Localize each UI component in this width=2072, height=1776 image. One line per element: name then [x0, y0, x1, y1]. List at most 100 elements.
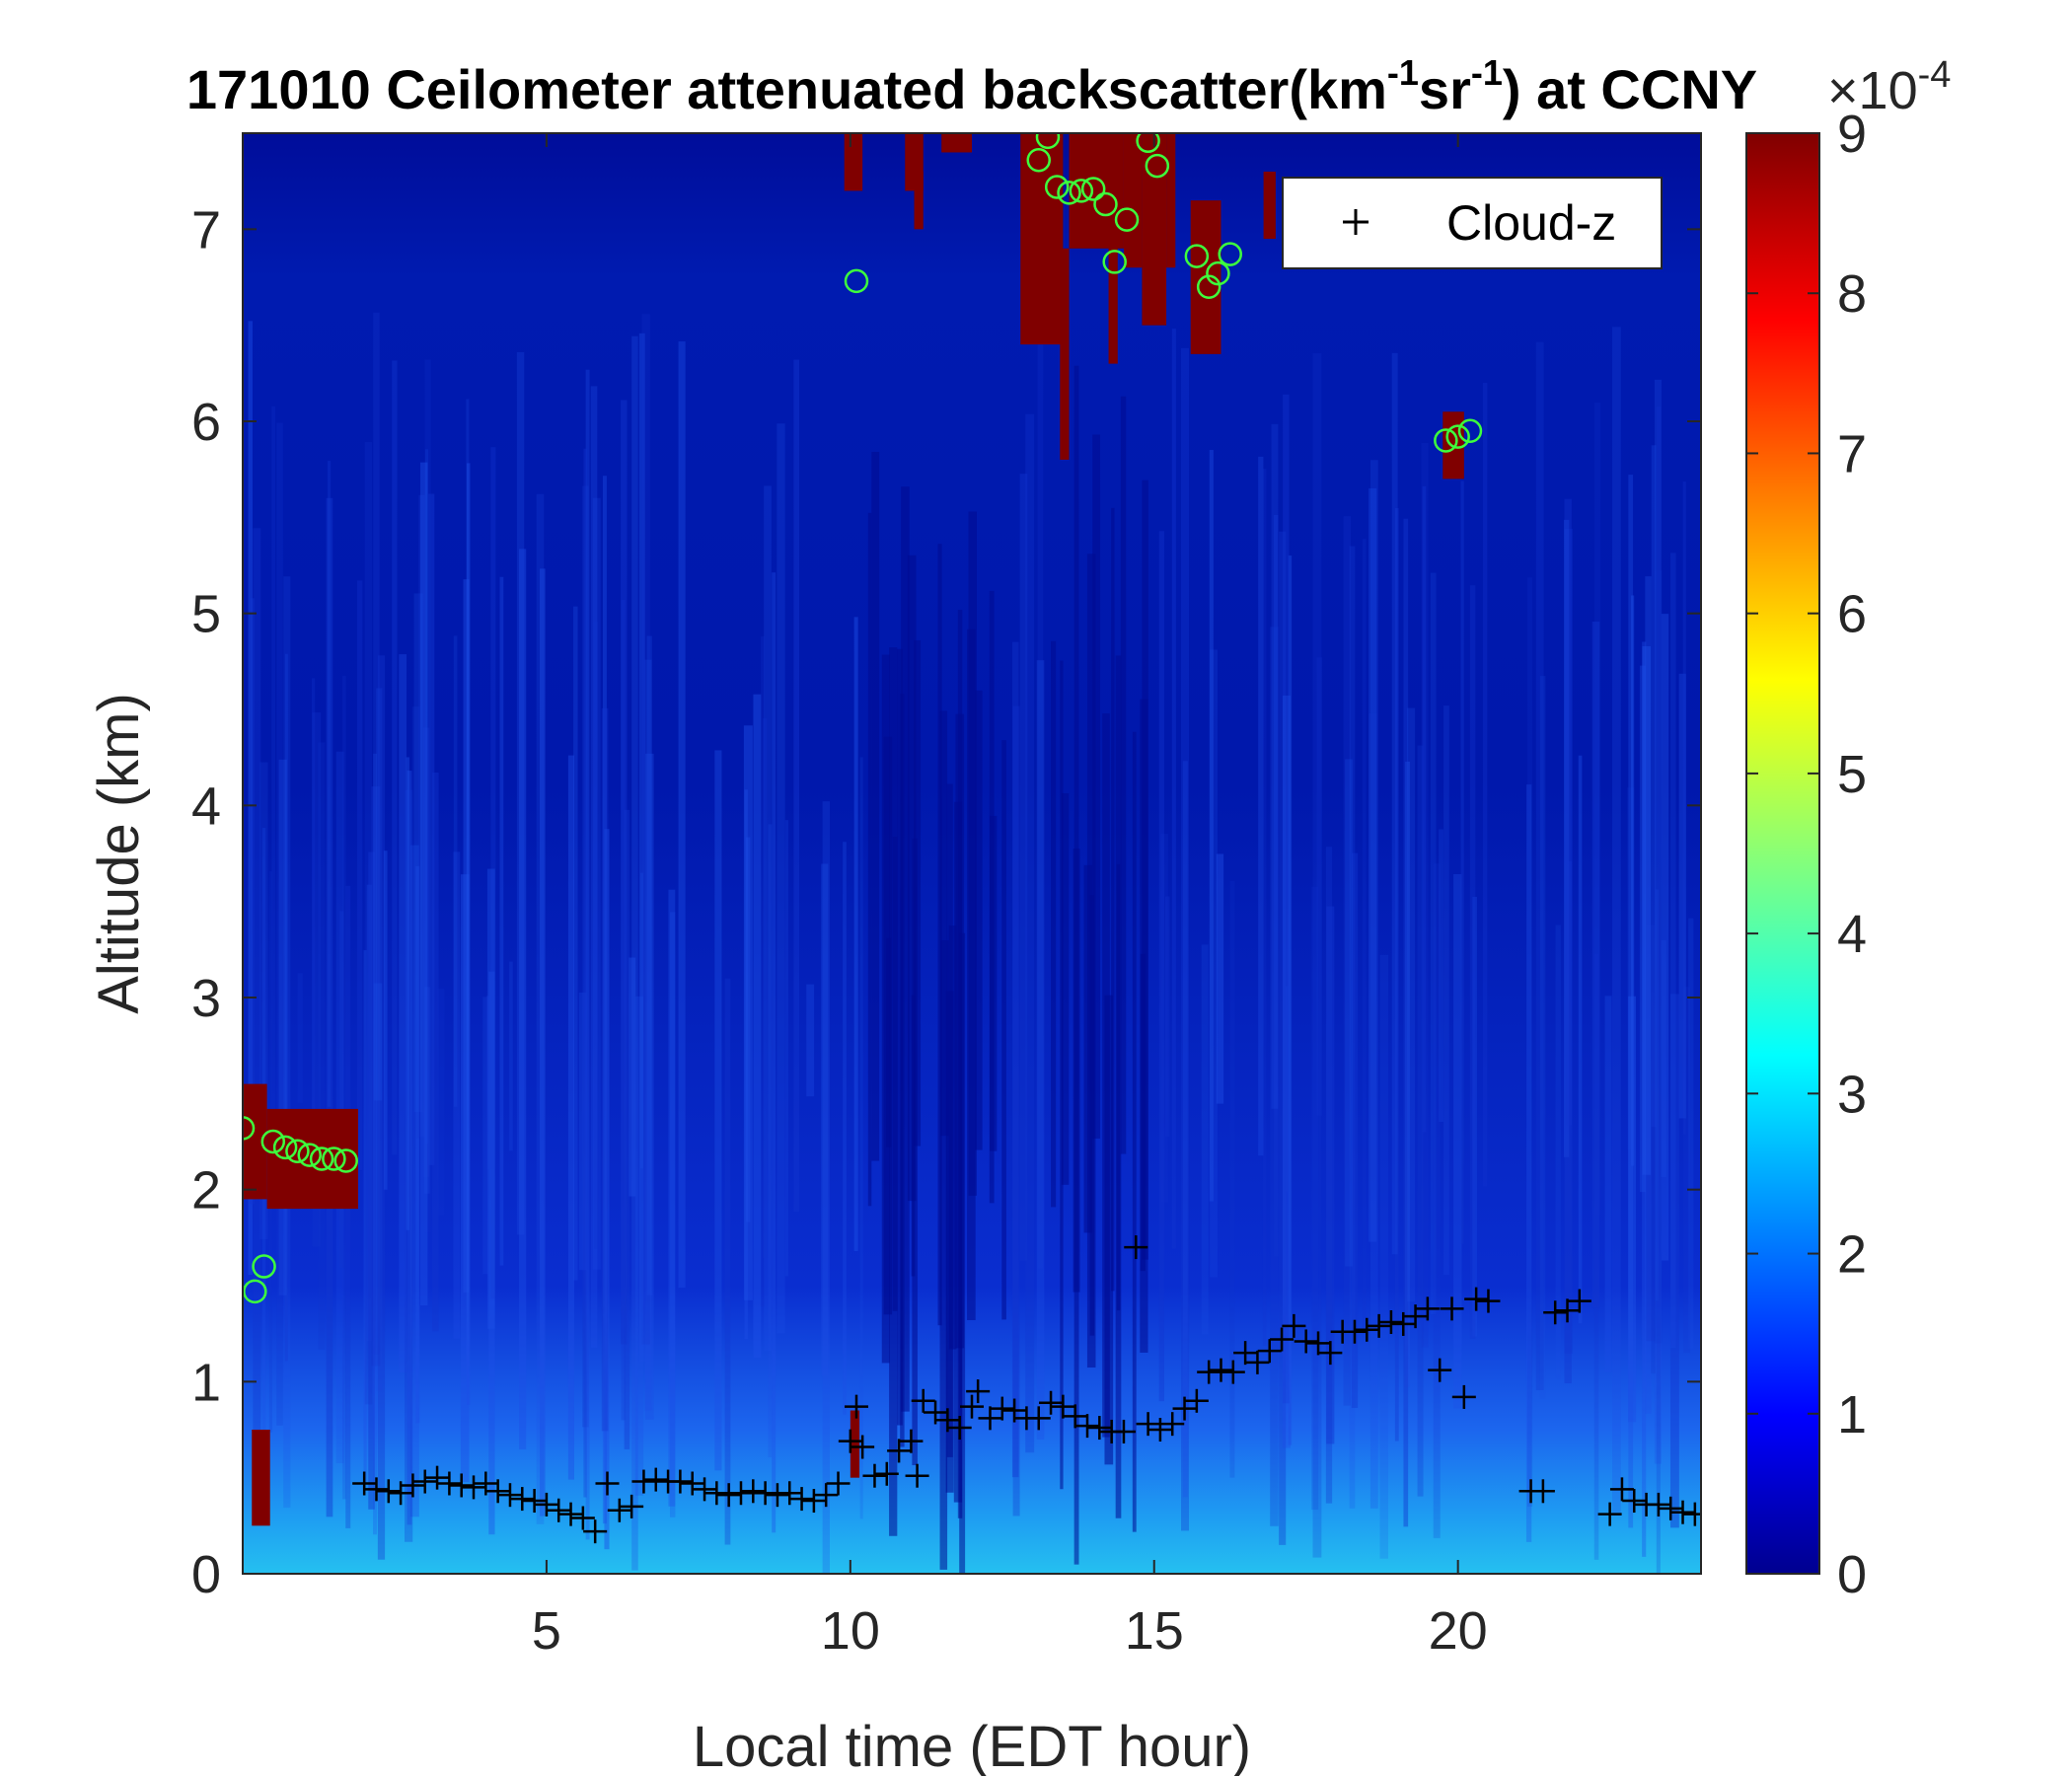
texture-streak — [1092, 434, 1101, 1139]
cloud-z-marker — [1172, 1396, 1197, 1421]
texture-streak — [853, 617, 858, 1252]
cloud-z-marker — [1682, 1502, 1701, 1526]
cloud-z-marker — [1039, 1390, 1064, 1415]
texture-streak — [1142, 480, 1148, 1260]
texture-streak — [638, 333, 645, 1362]
texture-streak — [939, 710, 948, 1570]
cloud-z-marker — [789, 1487, 814, 1512]
texture-streak — [1025, 413, 1035, 1453]
texture-streak — [907, 555, 917, 1202]
texture-streak — [250, 598, 255, 1205]
cloud-z-marker — [990, 1396, 1014, 1421]
texture-streak — [1083, 864, 1093, 1233]
colorbar: 0 1 2 3 4 5 6 7 8 9 ×10-4 — [1745, 54, 1951, 1604]
texture-streak — [373, 753, 377, 1535]
texture-streak — [486, 995, 495, 1170]
texture-streak — [1564, 519, 1570, 1157]
aerosol-marker — [333, 1148, 358, 1173]
aerosol-marker — [297, 1143, 322, 1167]
texture-streak — [419, 462, 428, 1306]
texture-streak — [1593, 953, 1599, 1560]
cloud-z-marker — [1355, 1317, 1379, 1342]
texture-streak — [467, 463, 471, 1405]
cloud-z-marker — [1646, 1492, 1670, 1517]
cloud-z-marker — [1555, 1298, 1580, 1323]
texture-streak — [1283, 394, 1290, 1404]
texture-streak — [1158, 531, 1164, 1402]
y-tick-label: 1 — [191, 1353, 221, 1412]
texture-streak — [1379, 954, 1389, 1559]
aerosol-marker — [260, 1129, 286, 1154]
texture-streak — [940, 940, 949, 1137]
cloud-z-marker — [1002, 1398, 1027, 1423]
texture-streak — [641, 314, 650, 1345]
texture-streak — [1639, 665, 1646, 1193]
texture-streak — [1270, 627, 1279, 1526]
texture-streak — [567, 755, 574, 1480]
texture-streak — [1407, 707, 1416, 1302]
texture-streak — [499, 576, 504, 1266]
cloud-z-marker — [522, 1489, 547, 1514]
texture-streak — [645, 753, 654, 1420]
cloud-z-marker — [364, 1477, 389, 1502]
aerosol-marker — [285, 1139, 310, 1163]
texture-streak — [363, 950, 367, 1485]
texture-streak — [1642, 646, 1652, 1175]
cloud-z-marker — [1087, 1416, 1112, 1441]
texture-streak — [1656, 407, 1661, 1574]
texture-streak — [1089, 895, 1095, 1336]
cloud-z-marker — [570, 1506, 595, 1530]
cloud-z-marker — [607, 1498, 631, 1522]
aerosol-marker — [1057, 181, 1081, 205]
cloud-z-marker — [1391, 1311, 1416, 1336]
texture-streak — [601, 707, 609, 1432]
texture-streak — [1661, 939, 1666, 1178]
saturated-region — [1142, 133, 1167, 326]
texture-streak — [376, 688, 383, 1391]
texture-streak — [1670, 553, 1676, 1349]
texture-streak — [463, 579, 470, 1293]
texture-streak — [1165, 896, 1170, 1138]
cloud-z-marker — [1270, 1327, 1295, 1352]
texture-streak — [1288, 555, 1293, 1445]
texture-streak — [1132, 731, 1137, 1532]
cloud-z-marker — [844, 1394, 868, 1419]
y-tick-label: 6 — [191, 393, 221, 452]
cloud-z-marker — [1597, 1502, 1622, 1526]
texture-streak — [1210, 649, 1219, 1278]
colorbar-tick-label: 3 — [1837, 1065, 1867, 1124]
texture-streak — [1037, 313, 1044, 1269]
cloud-z-marker — [1209, 1358, 1233, 1382]
texture-streak — [1678, 673, 1686, 1119]
cloud-z-marker — [1622, 1489, 1647, 1514]
texture-streak — [604, 829, 610, 1550]
texture-streak — [1182, 761, 1188, 1498]
chart-title: 171010 Ceilometer attenuated backscatter… — [186, 52, 1757, 120]
texture-streak — [437, 989, 445, 1216]
cloud-z-marker — [753, 1481, 777, 1506]
texture-streak — [1160, 833, 1168, 1203]
cloud-z-marker — [728, 1481, 753, 1506]
texture-streak — [573, 606, 578, 1281]
texture-streak — [602, 476, 607, 1524]
colorbar-multiplier: ×10-4 — [1827, 54, 1951, 120]
cloud-z-marker — [1147, 1418, 1172, 1442]
texture-streak — [490, 447, 496, 1299]
saturated-region — [1020, 133, 1064, 345]
y-tick-label: 7 — [191, 200, 221, 259]
texture-streak — [1216, 853, 1224, 1104]
texture-streak — [411, 706, 420, 1139]
cloud-z-marker — [1063, 1404, 1087, 1429]
texture-streak — [1439, 829, 1443, 1123]
texture-streak — [967, 629, 976, 1320]
texture-streak — [1433, 863, 1441, 1538]
texture-streak — [761, 635, 765, 1307]
texture-streak — [406, 757, 409, 1230]
texture-streak — [1627, 787, 1635, 1150]
texture-streak — [326, 497, 333, 1517]
texture-streak — [1369, 712, 1377, 1190]
aerosol-marker — [1114, 207, 1140, 232]
texture-streak — [371, 786, 381, 1367]
cloud-z-marker — [1318, 1341, 1343, 1366]
colorbar-tick-label: 6 — [1837, 585, 1867, 644]
